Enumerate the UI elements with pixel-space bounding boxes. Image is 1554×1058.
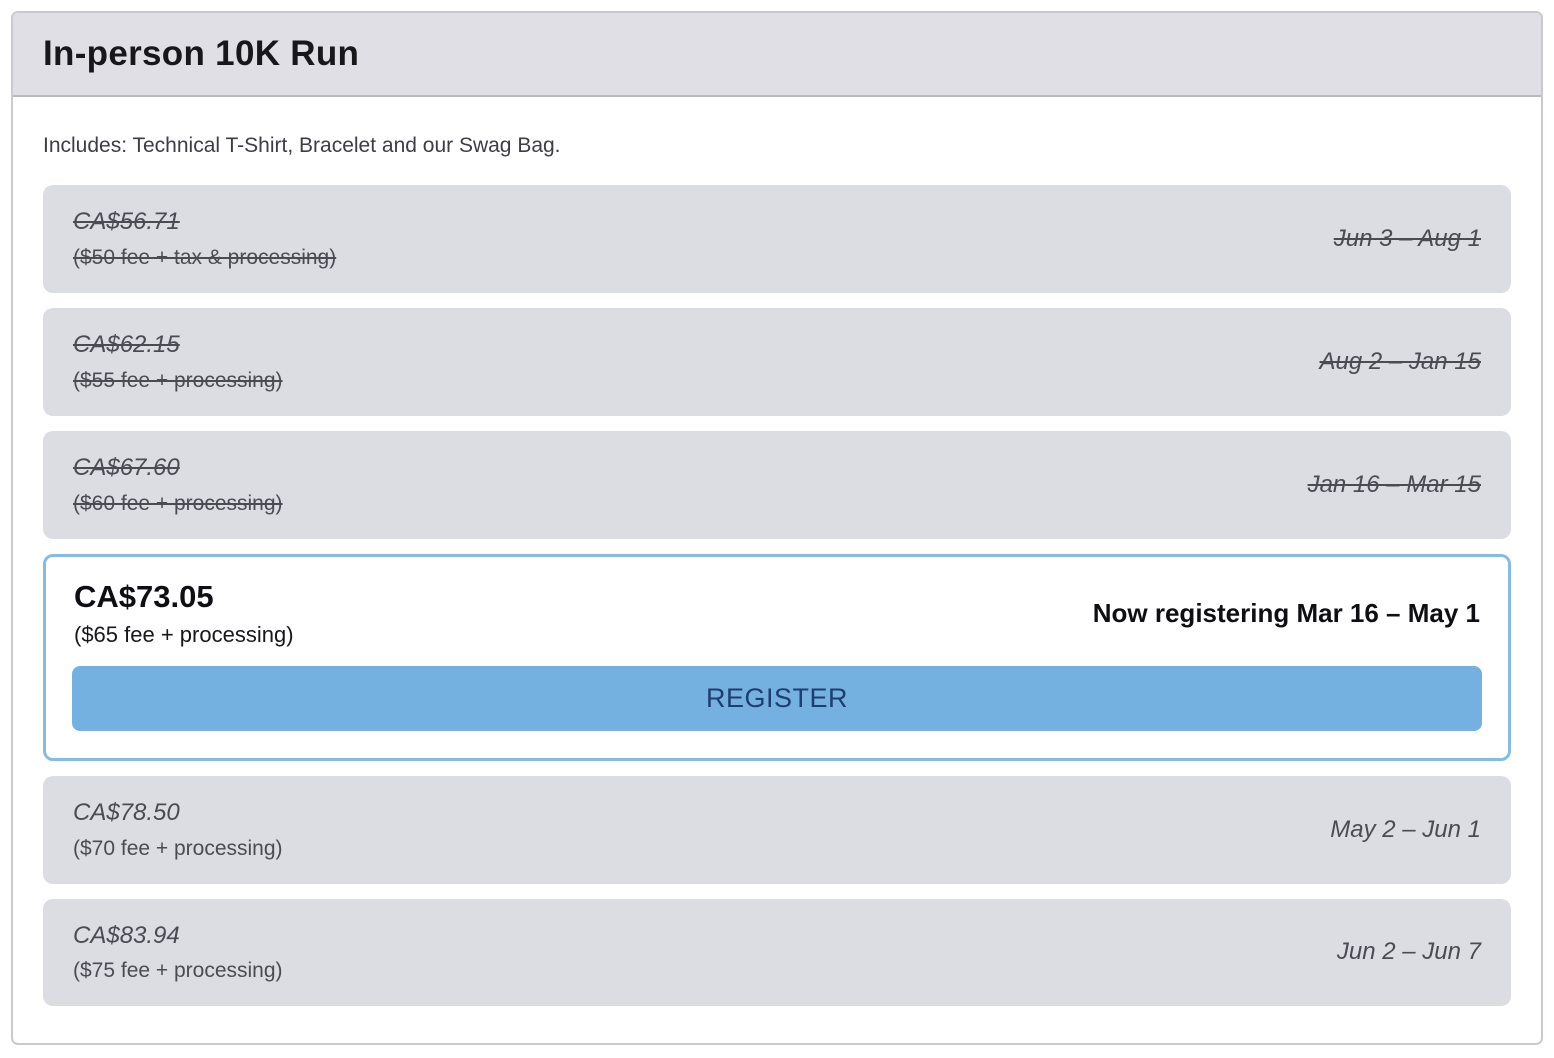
pricing-card: In-person 10K Run Includes: Technical T-…	[11, 11, 1543, 1045]
tier-price: CA$56.71	[73, 203, 336, 241]
includes-description: Includes: Technical T-Shirt, Bracelet an…	[43, 134, 1511, 158]
tier-price-block: CA$67.60 ($60 fee + processing)	[73, 449, 283, 521]
tier-row-active: CA$73.05 ($65 fee + processing) Now regi…	[43, 554, 1511, 761]
tier-fee-note: ($75 fee + processing)	[73, 954, 283, 988]
active-tier-summary: CA$73.05 ($65 fee + processing) Now regi…	[72, 576, 1482, 651]
tier-fee-note: ($70 fee + processing)	[73, 832, 283, 866]
now-registering-label: Now registering Mar 16 – May 1	[1093, 598, 1480, 629]
register-button[interactable]: REGISTER	[72, 666, 1482, 731]
card-header: In-person 10K Run	[13, 13, 1541, 97]
tier-price-block: CA$83.94 ($75 fee + processing)	[73, 917, 283, 989]
tier-price-block: CA$62.15 ($55 fee + processing)	[73, 326, 283, 398]
tier-fee-note: ($50 fee + tax & processing)	[73, 241, 336, 275]
tier-price-block: CA$56.71 ($50 fee + tax & processing)	[73, 203, 336, 275]
tier-row-future-1: CA$78.50 ($70 fee + processing) May 2 – …	[43, 776, 1511, 884]
tier-price-block: CA$73.05 ($65 fee + processing)	[74, 576, 294, 651]
tier-row-past-1: CA$56.71 ($50 fee + tax & processing) Ju…	[43, 185, 1511, 293]
tier-price-block: CA$78.50 ($70 fee + processing)	[73, 794, 283, 866]
tier-row-past-2: CA$62.15 ($55 fee + processing) Aug 2 – …	[43, 308, 1511, 416]
tier-date-range: Jan 16 – Mar 15	[1308, 471, 1481, 499]
tier-price: CA$62.15	[73, 326, 283, 364]
page-title: In-person 10K Run	[43, 34, 1511, 74]
tier-date-range: Jun 3 – Aug 1	[1334, 225, 1481, 253]
tier-fee-note: ($60 fee + processing)	[73, 487, 283, 521]
tier-row-future-2: CA$83.94 ($75 fee + processing) Jun 2 – …	[43, 899, 1511, 1007]
tier-fee-note: ($55 fee + processing)	[73, 364, 283, 398]
tier-price: CA$83.94	[73, 917, 283, 955]
tier-row-past-3: CA$67.60 ($60 fee + processing) Jan 16 –…	[43, 431, 1511, 539]
tier-price: CA$67.60	[73, 449, 283, 487]
tier-date-range: May 2 – Jun 1	[1330, 816, 1481, 844]
tier-fee-note: ($65 fee + processing)	[74, 618, 294, 651]
tier-date-range: Jun 2 – Jun 7	[1337, 938, 1481, 966]
tier-price: CA$78.50	[73, 794, 283, 832]
tier-date-range: Aug 2 – Jan 15	[1320, 348, 1481, 376]
card-body: Includes: Technical T-Shirt, Bracelet an…	[13, 97, 1541, 1045]
tier-price: CA$73.05	[74, 576, 294, 618]
